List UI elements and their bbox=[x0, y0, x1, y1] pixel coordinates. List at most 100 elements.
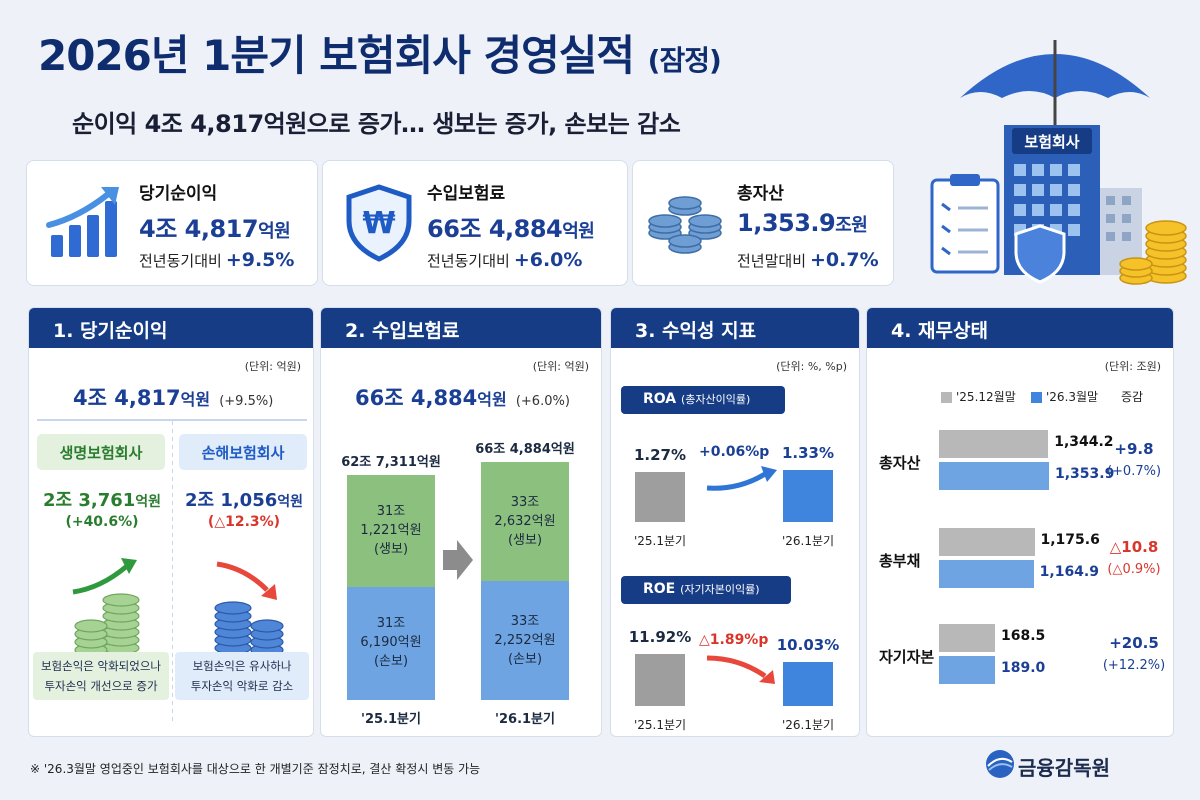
financial-value-label: 1,353.9 bbox=[1055, 466, 1115, 482]
change-value: △10.8 bbox=[1109, 538, 1159, 556]
segment-label: 31조 6,190억원 (손보) bbox=[360, 616, 422, 670]
roa-pill: ROA (총자산이익률) bbox=[621, 386, 785, 414]
segment-label: 33조 2,252억원 (손보) bbox=[494, 613, 556, 667]
roa-change: +0.06%p bbox=[699, 444, 770, 460]
kpi-card-net-income: 당기순이익 4조 4,817억원 전년동기대비 +9.5% bbox=[26, 160, 318, 286]
panel-net-income: 1. 당기순이익 (단위: 억원) 4조 4,817억원 (+9.5%) 생명보… bbox=[28, 307, 314, 737]
financial-value-label: 189.0 bbox=[1001, 660, 1046, 676]
panel-title: 3. 수익성 지표 bbox=[611, 308, 859, 348]
financial-bar bbox=[939, 528, 1035, 556]
metric-value-label: 10.03% bbox=[776, 635, 840, 654]
umbrella-building-icon: 보험회사 bbox=[930, 40, 1187, 285]
category-label: '25.1분기 bbox=[633, 534, 687, 548]
stacked-bar-segment bbox=[481, 462, 569, 582]
category-label: '26.1분기 bbox=[495, 712, 555, 727]
premium-total: 66조 4,884억원 (+6.0%) bbox=[355, 386, 570, 410]
kpi-change: 전년말대비 +0.7% bbox=[737, 249, 879, 271]
roa-up-arrow-icon bbox=[706, 466, 777, 491]
row-category-label: 자기자본 bbox=[879, 648, 935, 666]
change-value: +9.8 bbox=[1114, 440, 1154, 458]
change-value: +20.5 bbox=[1109, 634, 1159, 652]
kpi-label: 당기순이익 bbox=[139, 184, 218, 204]
panel-premium: 2. 수입보험료 (단위: 억원) 66조 4,884억원 (+6.0%) 31… bbox=[320, 307, 602, 737]
change-rate: (+0.7%) bbox=[1106, 464, 1162, 479]
legend-curr: '26.3월말 bbox=[1031, 388, 1098, 405]
life-growth-coins-icon bbox=[72, 558, 140, 657]
kpi-change: 전년동기대비 +6.0% bbox=[427, 249, 583, 271]
financial-bar bbox=[939, 462, 1049, 490]
metric-bar bbox=[635, 471, 685, 522]
metric-bar bbox=[783, 469, 833, 522]
nonlife-decline-coins-icon bbox=[214, 561, 284, 657]
legend-change: 증감 bbox=[1121, 390, 1144, 404]
unit-label: (단위: 조원) bbox=[1104, 360, 1161, 373]
growth-chart-icon bbox=[46, 187, 119, 257]
kpi-value: 1,353.9조원 bbox=[737, 209, 868, 237]
kpi-value: 4조 4,817억원 bbox=[139, 215, 291, 243]
net-income-total: 4조 4,817억원 (+9.5%) bbox=[73, 386, 274, 410]
fss-logo-icon bbox=[986, 750, 1014, 778]
kpi-card-premium: ₩ 수입보험료 66조 4,884억원 전년동기대비 +6.0% bbox=[322, 160, 628, 286]
kpi-card-total-assets: 총자산 1,353.9조원 전년말대비 +0.7% bbox=[632, 160, 894, 286]
page-title: 2026년 1분기 보험회사 경영실적 (잠정) bbox=[38, 31, 722, 80]
financial-bar bbox=[939, 656, 995, 684]
bar-total-label: 62조 7,311억원 bbox=[341, 455, 441, 471]
coin-stack-icon bbox=[648, 196, 722, 254]
stacked-bar-segment bbox=[347, 586, 435, 700]
org-name: 금융감독원 bbox=[1018, 756, 1110, 780]
stacked-bar-segment bbox=[347, 475, 435, 587]
nonlife-net-income: 2조 1,056억원 bbox=[184, 490, 304, 511]
financial-bar bbox=[939, 430, 1049, 458]
financial-value-label: 1,175.6 bbox=[1040, 532, 1100, 548]
metric-value-label: 11.92% bbox=[628, 627, 692, 646]
kpi-change: 전년동기대비 +9.5% bbox=[139, 249, 295, 271]
bar-total-label: 66조 4,884억원 bbox=[475, 442, 575, 457]
roe-change: △1.89%p bbox=[699, 632, 769, 648]
profitability-bar-charts: 1.27% '25.1분기 1.33% '26.1분기 11.92% '25.1분기 10.… bbox=[611, 308, 859, 736]
financial-bar bbox=[939, 560, 1034, 588]
won-shield-icon: ₩ bbox=[346, 184, 412, 262]
panel-title: 1. 당기순이익 bbox=[29, 308, 313, 348]
category-label: '26.1분기 bbox=[781, 718, 835, 732]
panel-financial-status: 4. 재무상태 (단위: 조원) '25.12월말 '26.3월말 증감 총자산… bbox=[866, 307, 1174, 737]
financial-bar bbox=[939, 624, 995, 652]
metric-bar bbox=[635, 653, 685, 706]
kpi-value: 66조 4,884억원 bbox=[427, 215, 595, 243]
unit-label: (단위: 억원) bbox=[244, 360, 301, 373]
category-label: '26.1분기 bbox=[781, 534, 835, 548]
kpi-label: 수입보험료 bbox=[427, 184, 506, 204]
premium-stacked-bar-chart: 31조 6,190억원 (손보) 31조 1,221억원 (생보) 62조 7,311억원 '… bbox=[321, 308, 601, 736]
nonlife-change: (△12.3%) bbox=[207, 514, 281, 530]
financial-value-label: 1,344.2 bbox=[1054, 434, 1114, 450]
segment-label: 31조 1,221억원 (생보) bbox=[360, 504, 422, 558]
unit-label: (단위: 억원) bbox=[532, 360, 589, 373]
legend-prev: '25.12월말 bbox=[941, 388, 1016, 405]
life-insurer-tag: 생명보험회사 bbox=[37, 434, 165, 470]
divider bbox=[37, 419, 307, 421]
stacked-bar-segment bbox=[481, 581, 569, 700]
panel-title: 2. 수입보험료 bbox=[321, 308, 601, 348]
footnote: ※ '26.3월말 영업중인 보험회사를 대상으로 한 개별기준 잠정치로, 결… bbox=[30, 762, 481, 776]
life-note: 보험손익은 악화되었으나 투자손익 개선으로 증가 bbox=[33, 652, 169, 700]
kpi-label: 총자산 bbox=[737, 184, 784, 204]
page-subtitle: 순이익 4조 4,817억원으로 증가… 생보는 증가, 손보는 감소 bbox=[72, 110, 681, 138]
metric-value-label: 1.27% bbox=[633, 445, 687, 464]
row-category-label: 총부채 bbox=[879, 552, 921, 570]
financial-value-label: 168.5 bbox=[1001, 628, 1046, 644]
financial-value-label: 1,164.9 bbox=[1039, 564, 1099, 580]
panel-profitability: 3. 수익성 지표 (단위: %, %p) ROA (총자산이익률) ROE (… bbox=[610, 307, 860, 737]
panel-title: 4. 재무상태 bbox=[867, 308, 1173, 348]
metric-bar bbox=[783, 661, 833, 706]
row-category-label: 총자산 bbox=[879, 454, 921, 472]
roe-pill: ROE (자기자본이익률) bbox=[621, 576, 791, 604]
title-status: (잠정) bbox=[647, 44, 722, 77]
divider bbox=[172, 421, 173, 721]
life-change: (+40.6%) bbox=[65, 514, 139, 530]
category-label: '25.1분기 bbox=[633, 718, 687, 732]
hero-building-label: 보험회사 bbox=[1024, 133, 1079, 151]
arrow-icon bbox=[443, 540, 473, 580]
nonlife-insurer-tag: 손해보험회사 bbox=[179, 434, 307, 470]
segment-label: 33조 2,632억원 (생보) bbox=[494, 494, 556, 548]
unit-label: (단위: %, %p) bbox=[776, 360, 847, 373]
financial-status-bar-chart: 총자산 1,344.2 1,353.9 +9.8 (+0.7%) 총부채 1,175.6 1,… bbox=[867, 308, 1173, 736]
